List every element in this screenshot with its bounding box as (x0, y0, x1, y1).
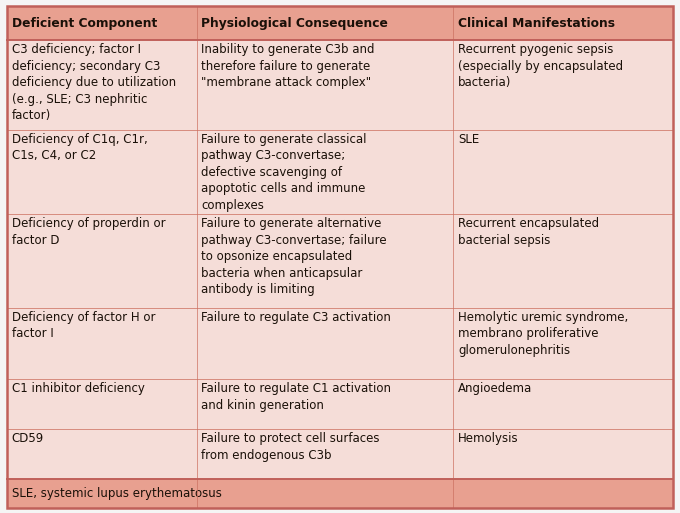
Text: Deficiency of factor H or
factor I: Deficiency of factor H or factor I (12, 311, 155, 340)
Text: CD59: CD59 (12, 432, 44, 445)
Bar (7, 6, 673, 41)
Text: Clinical Manifestations: Clinical Manifestations (458, 17, 615, 30)
Text: Hemolytic uremic syndrome,
membrano proliferative
glomerulonephritis: Hemolytic uremic syndrome, membrano prol… (458, 311, 628, 357)
Text: C1 inhibitor deficiency: C1 inhibitor deficiency (12, 382, 144, 395)
Text: Failure to generate alternative
pathway C3-convertase; failure
to opsonize encap: Failure to generate alternative pathway … (201, 218, 387, 297)
Text: C3 deficiency; factor I
deficiency; secondary C3
deficiency due to utilization
(: C3 deficiency; factor I deficiency; seco… (12, 44, 175, 123)
Text: Failure to regulate C3 activation: Failure to regulate C3 activation (201, 311, 392, 324)
Text: Failure to generate classical
pathway C3-convertase;
defective scavenging of
apo: Failure to generate classical pathway C3… (201, 133, 367, 212)
Text: Angioedema: Angioedema (458, 382, 532, 395)
Text: Physiological Consequence: Physiological Consequence (201, 17, 388, 30)
Text: Failure to protect cell surfaces
from endogenous C3b: Failure to protect cell surfaces from en… (201, 432, 380, 462)
Text: Inability to generate C3b and
therefore failure to generate
"membrane attack com: Inability to generate C3b and therefore … (201, 44, 375, 89)
Text: SLE, systemic lupus erythematosus: SLE, systemic lupus erythematosus (12, 487, 222, 500)
Text: Recurrent pyogenic sepsis
(especially by encapsulated
bacteria): Recurrent pyogenic sepsis (especially by… (458, 44, 623, 89)
Text: Deficient Component: Deficient Component (12, 17, 157, 30)
Text: Failure to regulate C1 activation
and kinin generation: Failure to regulate C1 activation and ki… (201, 382, 392, 411)
Bar (7, 479, 673, 508)
Text: Deficiency of C1q, C1r,
C1s, C4, or C2: Deficiency of C1q, C1r, C1s, C4, or C2 (12, 133, 148, 162)
Text: Hemolysis: Hemolysis (458, 432, 519, 445)
Text: Recurrent encapsulated
bacterial sepsis: Recurrent encapsulated bacterial sepsis (458, 218, 599, 247)
Text: SLE: SLE (458, 133, 479, 146)
Text: Deficiency of properdin or
factor D: Deficiency of properdin or factor D (12, 218, 165, 247)
